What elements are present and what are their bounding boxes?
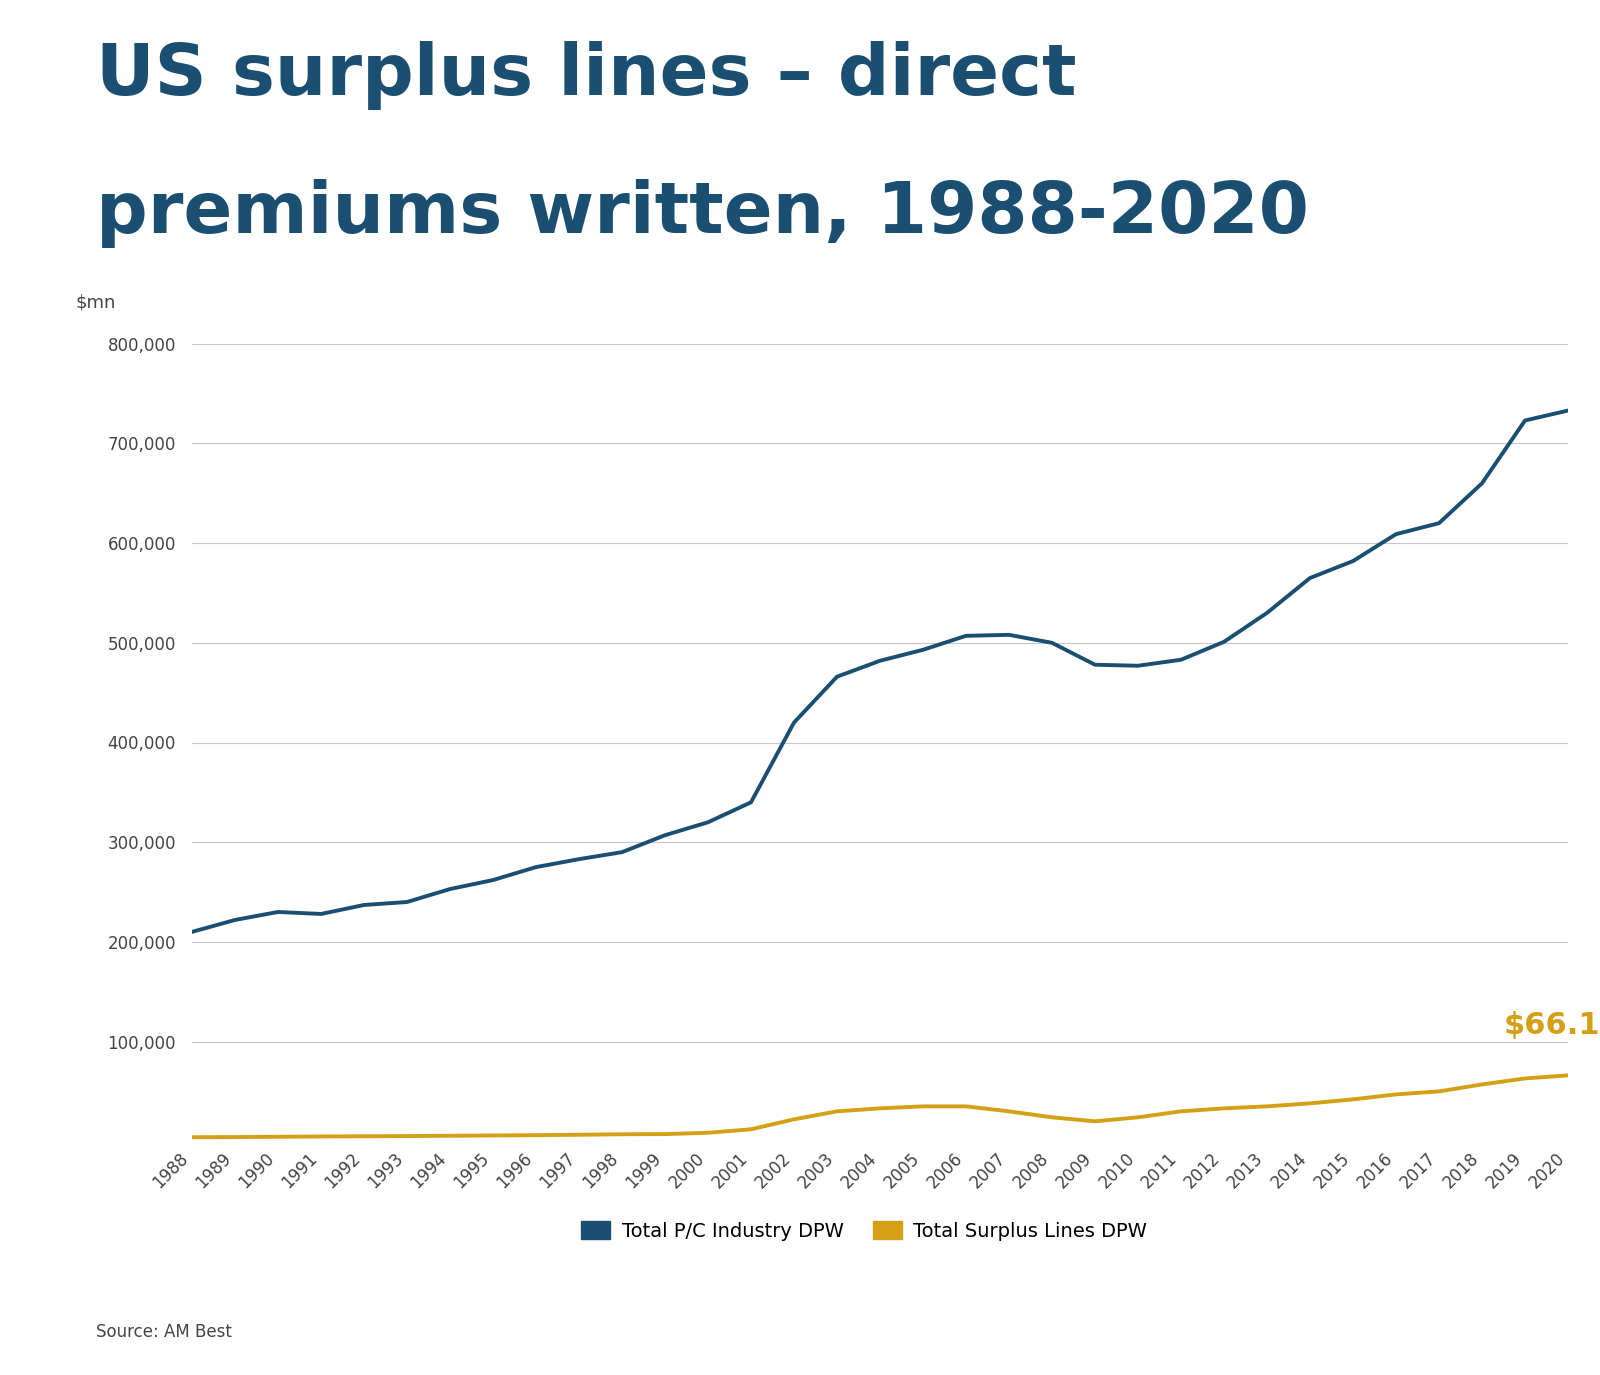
Text: premiums written, 1988-2020: premiums written, 1988-2020 <box>96 179 1309 248</box>
Legend: Total P/C Industry DPW, Total Surplus Lines DPW: Total P/C Industry DPW, Total Surplus Li… <box>573 1214 1155 1248</box>
Text: $66.1bn: $66.1bn <box>1504 1011 1600 1040</box>
Text: US surplus lines – direct: US surplus lines – direct <box>96 41 1077 110</box>
Text: Source: AM Best: Source: AM Best <box>96 1323 232 1341</box>
Text: $mn: $mn <box>75 294 115 312</box>
